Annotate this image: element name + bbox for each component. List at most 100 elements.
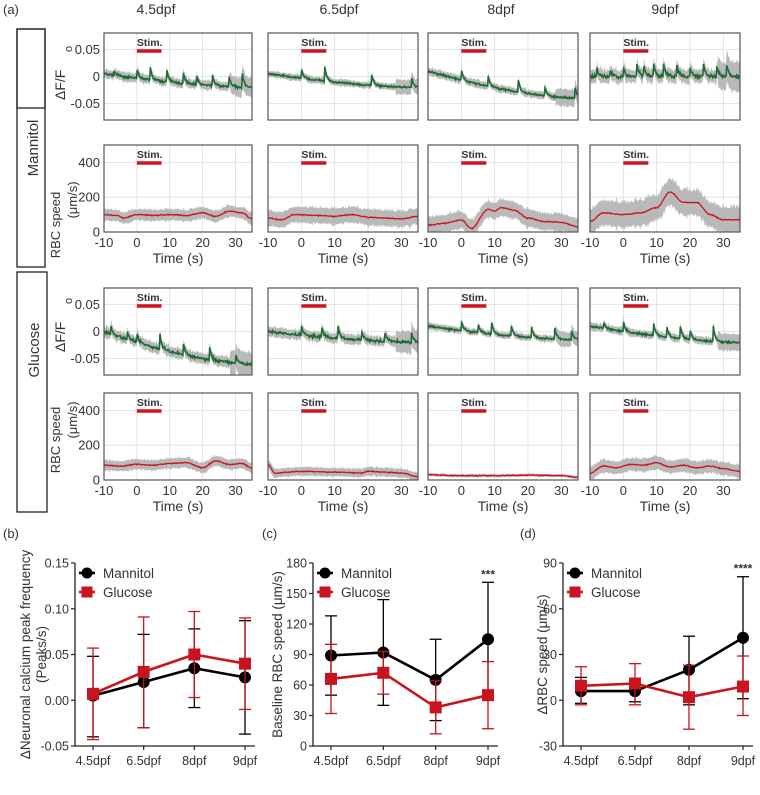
svg-text:(μm/s): (μm/s) [65,181,80,218]
x-tick-label: -10 [581,483,600,498]
y-tick-label: 60 [293,679,307,693]
calcium-mean-line [590,321,740,345]
calcium-panel-glucose-4-5dpf: Stim. 0.05 0 -0.05 [70,287,253,376]
sem-band [268,204,418,230]
y-tick-label: 200 [78,438,100,453]
sem-band [104,454,252,474]
x-tick-label: 30 [716,483,730,498]
stim-label: Stim. [301,292,327,304]
stim-label: Stim. [137,149,163,161]
x-tick-label: 8dpf [182,754,207,768]
x-tick-label: 0 [620,235,627,250]
plot-frame [267,144,419,233]
x-tick-label: -10 [95,235,114,250]
condition-box-mannitol-frame [16,28,46,268]
y-tick-label: 400 [78,155,100,170]
series-line [581,636,744,693]
series-line [580,682,744,699]
chart-c: 180 150 120 90 60 30 0 4.5dpf 6.5dpf 8dpf 9dpf Base… [270,557,501,769]
data-point [188,648,201,661]
plot-frame [589,392,741,481]
plot-frame [427,392,579,481]
sem-band [268,460,418,480]
svg-text:ΔF/F: ΔF/F [52,70,68,100]
series-line [330,671,489,709]
y-tick-label: 120 [286,618,307,632]
plot-frame [103,32,253,121]
x-tick-label: 30 [394,483,408,498]
x-tick-label: 30 [716,235,730,250]
x-tick-label: 10 [163,483,177,498]
data-point [737,680,749,693]
svg-text:RBC speed: RBC speed [48,407,63,473]
rbc-panel-glucose-6-5dpf: Stim. -10 0 10 20 30 Time (s) [259,392,419,514]
y-tick-label: 0 [93,473,100,488]
x-tick-label: 0 [133,235,140,250]
x-axis-label: Time (s) [153,498,204,514]
chart-b: 0.15 0.10 0.05 0.00 -0.05 4.5dpf 6.5dpf 8dpf 9dp… [18,550,258,768]
legend-marker [319,586,331,598]
x-axis-label: Time (s) [153,250,204,266]
y-tick-label: 60 [543,602,557,616]
legend: Mannitol Glucose [79,566,154,600]
data-point [429,673,442,686]
x-axis-label: Time (s) [640,498,691,514]
data-point [429,701,442,714]
y-axis-label: ΔRBC speed (μm/s) [535,594,550,714]
y-tick-label: 0.15 [45,557,69,571]
stim-label: Stim. [623,397,649,409]
rbc-mean-line [590,191,740,223]
series-mannitol [87,619,251,738]
stim-label: Stim. [461,149,487,161]
x-tick-label: 0 [133,483,140,498]
rbc-mean-line [268,213,418,221]
calcium-panel-mannitol-8dpf: Stim. [427,32,579,121]
x-tick-label: 6.5dpf [366,754,401,768]
plot-frame [427,144,579,233]
legend: Mannitol Glucose [317,566,392,600]
series-glucose [575,655,749,730]
y-tick-label: 180 [286,557,307,571]
sem-band [590,316,740,353]
plot-frame [267,287,419,376]
svg-text:o: o [63,298,75,304]
y-tick-label: 0 [300,740,307,754]
rbc-panel-mannitol-6-5dpf: Stim. -10 0 10 20 30 Time (s) [259,144,419,266]
svg-text:(μm/s): (μm/s) [65,401,80,438]
x-tick-label: 30 [554,483,568,498]
calcium-panel-glucose-6-5dpf: Stim. [267,287,419,376]
x-tick-label: 30 [394,235,408,250]
x-tick-label: 0 [620,483,627,498]
legend: Mannitol Glucose [567,566,642,600]
legend-marker [569,586,581,598]
timepoint-header-9dpf: 9dpf [651,1,678,17]
series-line [92,666,246,697]
data-point [377,666,390,679]
legend-label: Glucose [103,585,153,600]
data-point [629,677,641,690]
x-tick-label: -10 [259,483,278,498]
legend-marker [319,567,331,579]
x-tick-label: 4.5dpf [564,754,599,768]
rbc-mean-line [104,460,252,469]
x-tick-label: 0 [458,483,465,498]
y-tick-label: -30 [539,740,557,754]
plot-frame [427,32,579,121]
stim-label: Stim. [301,37,327,49]
plot-frame [589,144,741,233]
x-tick-label: 8dpf [677,754,702,768]
y-tick-label: -0.05 [70,96,100,111]
calcium-mean-line [428,69,578,101]
x-tick-label: 6.5dpf [618,754,653,768]
plot-frame [267,392,419,481]
calcium-mean-line [104,325,252,367]
rbc-mean-line [428,206,578,230]
calcium-mean-line [590,63,740,81]
data-point [482,689,494,702]
data-point [137,665,150,678]
calcium-mean-line [104,67,252,92]
x-tick-label: 9dpf [731,754,756,768]
plot-frame [589,287,741,376]
y-tick-label: 0.05 [75,297,100,312]
